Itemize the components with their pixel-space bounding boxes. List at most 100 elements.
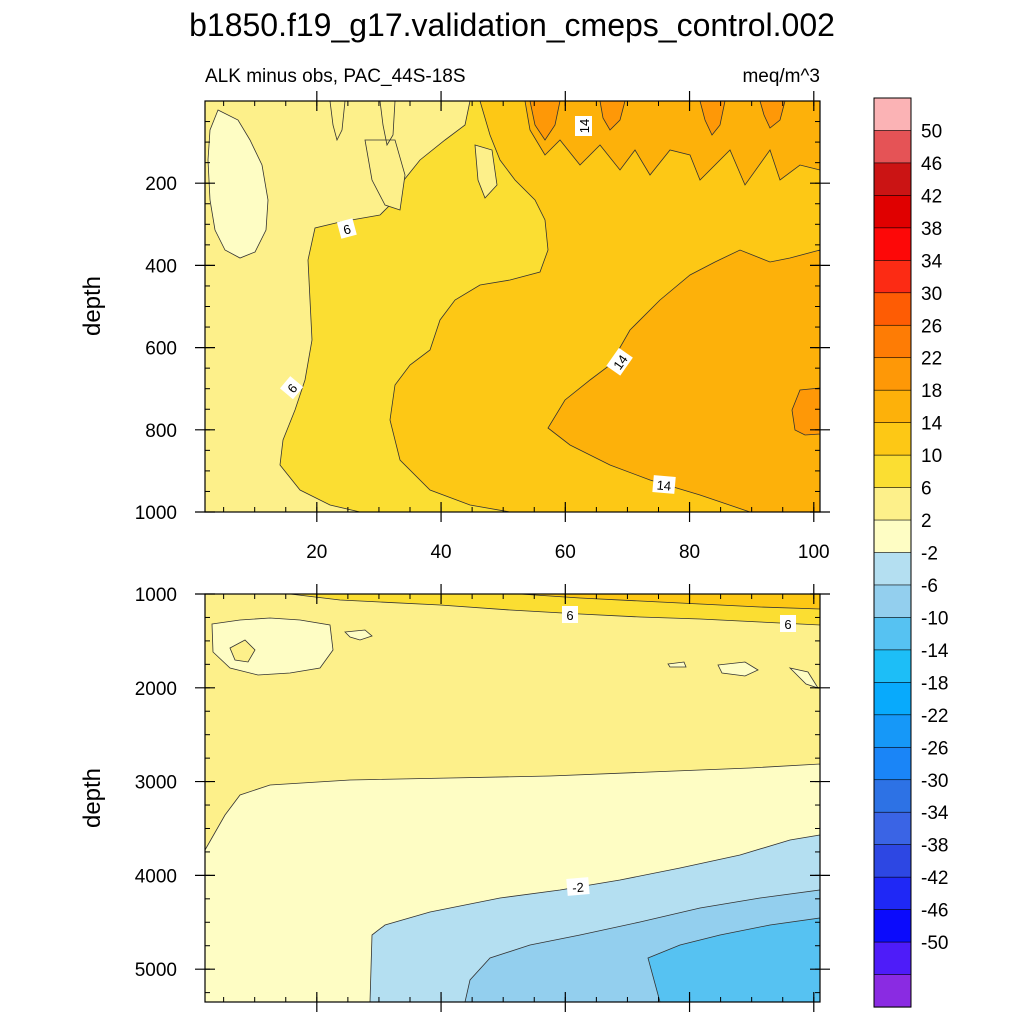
colorbar-label: -46 (921, 901, 948, 922)
colorbar-label: 30 (921, 284, 942, 305)
colorbar-swatch (873, 811, 912, 846)
colorbar-label: 46 (921, 154, 942, 175)
colorbar-label: -22 (921, 706, 948, 727)
top-contour-labels: 14 6 6 14 14 (279, 116, 676, 494)
colorbar-swatch (873, 974, 912, 1008)
top-x-ticks: 20 40 60 80 100 (223, 91, 830, 563)
top-ytick-label: 1000 (135, 503, 177, 524)
top-subtitle-left: ALK minus obs, PAC_44S-18S (205, 66, 466, 87)
top-fill-14-18-lower (547, 249, 821, 513)
colorbar-label: 42 (921, 186, 942, 207)
colorbar-swatch (873, 876, 912, 911)
top-label-14-b: 14 (610, 352, 631, 372)
top-xtick-label: 20 (306, 542, 327, 563)
top-panel: ALK minus obs, PAC_44S-18S meq/m^3 (79, 66, 830, 563)
top-ytick-label: 400 (145, 256, 177, 277)
bottom-ytick-label: 1000 (135, 585, 177, 606)
top-xtick-label: 40 (430, 542, 451, 563)
colorbar-swatch (873, 714, 912, 748)
colorbar-label: 22 (921, 349, 942, 370)
colorbar-swatch (873, 487, 912, 521)
colorbar-label: 26 (921, 316, 942, 337)
chart-title: b1850.f19_g17.validation_cmeps_control.0… (189, 7, 835, 43)
colorbar-swatch (873, 227, 912, 261)
colorbar-swatch (873, 422, 912, 456)
top-ytick-label: 800 (145, 421, 177, 442)
bottom-ytick-label: 5000 (135, 960, 177, 981)
top-ytick-label: 600 (145, 339, 177, 360)
top-fill-2-6 (204, 100, 471, 513)
bottom-panel: 6 6 -2 1000 2000 3000 4000 5000 depth (79, 584, 830, 1012)
top-contour-fills (204, 100, 821, 513)
colorbar: 50 46 42 38 34 30 26 22 18 14 10 6 2 -2 -6 -10 -14 -18 -22… (873, 97, 949, 1008)
colorbar-swatch (873, 389, 912, 424)
bottom-fill-m2-2-pockets (211, 617, 819, 689)
top-ytick-label: 200 (145, 174, 177, 195)
colorbar-swatch (873, 649, 912, 683)
colorbar-label: 38 (921, 219, 942, 240)
top-xtick-label: 100 (798, 542, 830, 563)
colorbar-swatch (873, 324, 912, 359)
colorbar-label: -14 (921, 641, 949, 662)
bottom-ytick-label: 4000 (135, 866, 177, 887)
colorbar-swatch (873, 552, 912, 586)
bottom-x-ticks (223, 584, 815, 1012)
colorbar-label: 34 (921, 251, 943, 272)
colorbar-label: 10 (921, 446, 942, 467)
colorbar-swatch (873, 909, 912, 943)
bottom-label-m2: -2 (572, 880, 585, 896)
bottom-contour-fills (204, 593, 821, 1003)
colorbar-label: -50 (921, 933, 948, 954)
colorbar-swatch (873, 130, 912, 164)
top-subtitle-right: meq/m^3 (742, 66, 820, 87)
colorbar-label: -6 (921, 576, 938, 597)
colorbar-swatch (873, 162, 912, 196)
colorbar-swatch (873, 195, 912, 229)
top-label-14-a: 14 (577, 119, 592, 133)
colorbar-swatch (873, 97, 912, 132)
bottom-plot-frame (204, 593, 821, 1003)
colorbar-label: -38 (921, 836, 948, 857)
colorbar-label: -18 (921, 673, 948, 694)
colorbar-swatch (873, 584, 912, 619)
colorbar-swatch (873, 941, 912, 976)
bottom-y-ticks: 1000 2000 3000 4000 5000 (135, 585, 830, 994)
colorbar-swatch (873, 844, 912, 878)
top-y-ticks: 200 400 600 800 1000 (135, 100, 830, 524)
colorbar-label: -26 (921, 738, 948, 759)
colorbar-label: -30 (921, 771, 948, 792)
colorbar-label: 2 (921, 511, 932, 532)
colorbar-label: 14 (921, 414, 943, 435)
colorbar-swatch (873, 682, 912, 716)
colorbar-label: 18 (921, 381, 942, 402)
colorbar-swatch (873, 454, 912, 489)
bottom-label-6-b: 6 (784, 617, 791, 632)
bottom-contour-labels: 6 6 -2 (562, 606, 796, 896)
colorbar-swatch (873, 746, 912, 781)
colorbar-swatch (873, 260, 912, 294)
bottom-fill-2-6-inner (229, 639, 256, 663)
colorbar-label: 50 (921, 121, 942, 142)
colorbar-swatch (873, 292, 912, 326)
colorbar-swatch (873, 779, 912, 813)
top-label-6-a: 6 (342, 221, 353, 237)
bottom-label-6-a: 6 (566, 608, 573, 623)
bottom-ylabel: depth (79, 768, 106, 828)
colorbar-label: -10 (921, 608, 948, 629)
colorbar-swatch (873, 357, 912, 391)
top-xtick-label: 80 (679, 542, 700, 563)
top-label-14-c: 14 (656, 477, 672, 493)
colorbar-label: -34 (921, 803, 949, 824)
top-fill-m2-2 (207, 109, 269, 259)
colorbar-label: -42 (921, 868, 948, 889)
top-fill-14-18-upper (524, 100, 821, 186)
top-ylabel: depth (79, 276, 106, 336)
colorbar-swatch (873, 519, 912, 554)
top-xtick-label: 60 (555, 542, 576, 563)
bottom-ytick-label: 3000 (135, 773, 177, 794)
colorbar-label: -2 (921, 544, 938, 565)
top-fill-surface-spikes (329, 100, 498, 211)
bottom-ytick-label: 2000 (135, 679, 177, 700)
colorbar-label: 6 (921, 479, 932, 500)
